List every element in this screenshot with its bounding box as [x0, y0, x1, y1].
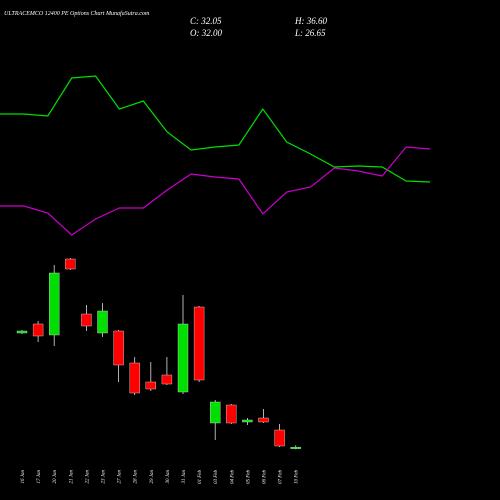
candle-body [81, 313, 92, 327]
candle-body [32, 323, 44, 337]
chart-title: ULTRACEMCO 12400 PE Options Chart Munafa… [4, 10, 150, 17]
candle-body [49, 272, 60, 336]
x-tick-label: 07 Feb [279, 470, 284, 485]
candle-body [177, 323, 189, 393]
x-tick-label: 22 Jan [85, 470, 90, 484]
open-text: O: 32.00 [190, 28, 222, 38]
candle-body [97, 310, 108, 334]
low-text: L: 26.65 [294, 28, 326, 38]
x-tick-label: 31 Jan [182, 470, 187, 484]
indicator-line [0, 146, 431, 236]
x-tick-label: 16 Jan [21, 470, 26, 484]
x-tick-label: 28 Jan [134, 470, 139, 484]
x-tick-label: 20 Jan [53, 470, 58, 484]
candle-body [161, 374, 173, 385]
x-tick-label: 30 Jan [166, 470, 171, 484]
candle-body [290, 446, 301, 449]
x-tick-label: 23 Jan [102, 470, 107, 484]
x-tick-label: 17 Jan [37, 470, 42, 484]
high-text: H: 36.60 [294, 16, 327, 26]
candle-body [113, 330, 124, 366]
x-tick-label: 29 Jan [150, 470, 155, 484]
x-tick-label: 01 Feb [198, 470, 203, 485]
candle-body [145, 381, 157, 390]
candle-body [226, 404, 237, 424]
x-tick-label: 04 Feb [230, 470, 235, 485]
indicator-line [0, 75, 431, 183]
x-tick-label: 27 Jan [118, 470, 123, 484]
x-tick-label: 03 Feb [214, 470, 219, 485]
candle-body [258, 417, 269, 423]
candle-body [209, 401, 221, 424]
close-text: C: 32.05 [190, 16, 222, 26]
candle-body [16, 330, 28, 334]
candle-body [193, 306, 205, 381]
candle-body [242, 419, 253, 423]
candle-body [65, 258, 76, 270]
x-tick-label: 05 Feb [246, 470, 251, 485]
candle-body [129, 362, 140, 394]
x-tick-label: 10 Feb [295, 470, 300, 485]
candle-body [274, 429, 285, 447]
x-tick-label: 06 Feb [263, 470, 268, 485]
x-tick-label: 21 Jan [69, 470, 74, 484]
